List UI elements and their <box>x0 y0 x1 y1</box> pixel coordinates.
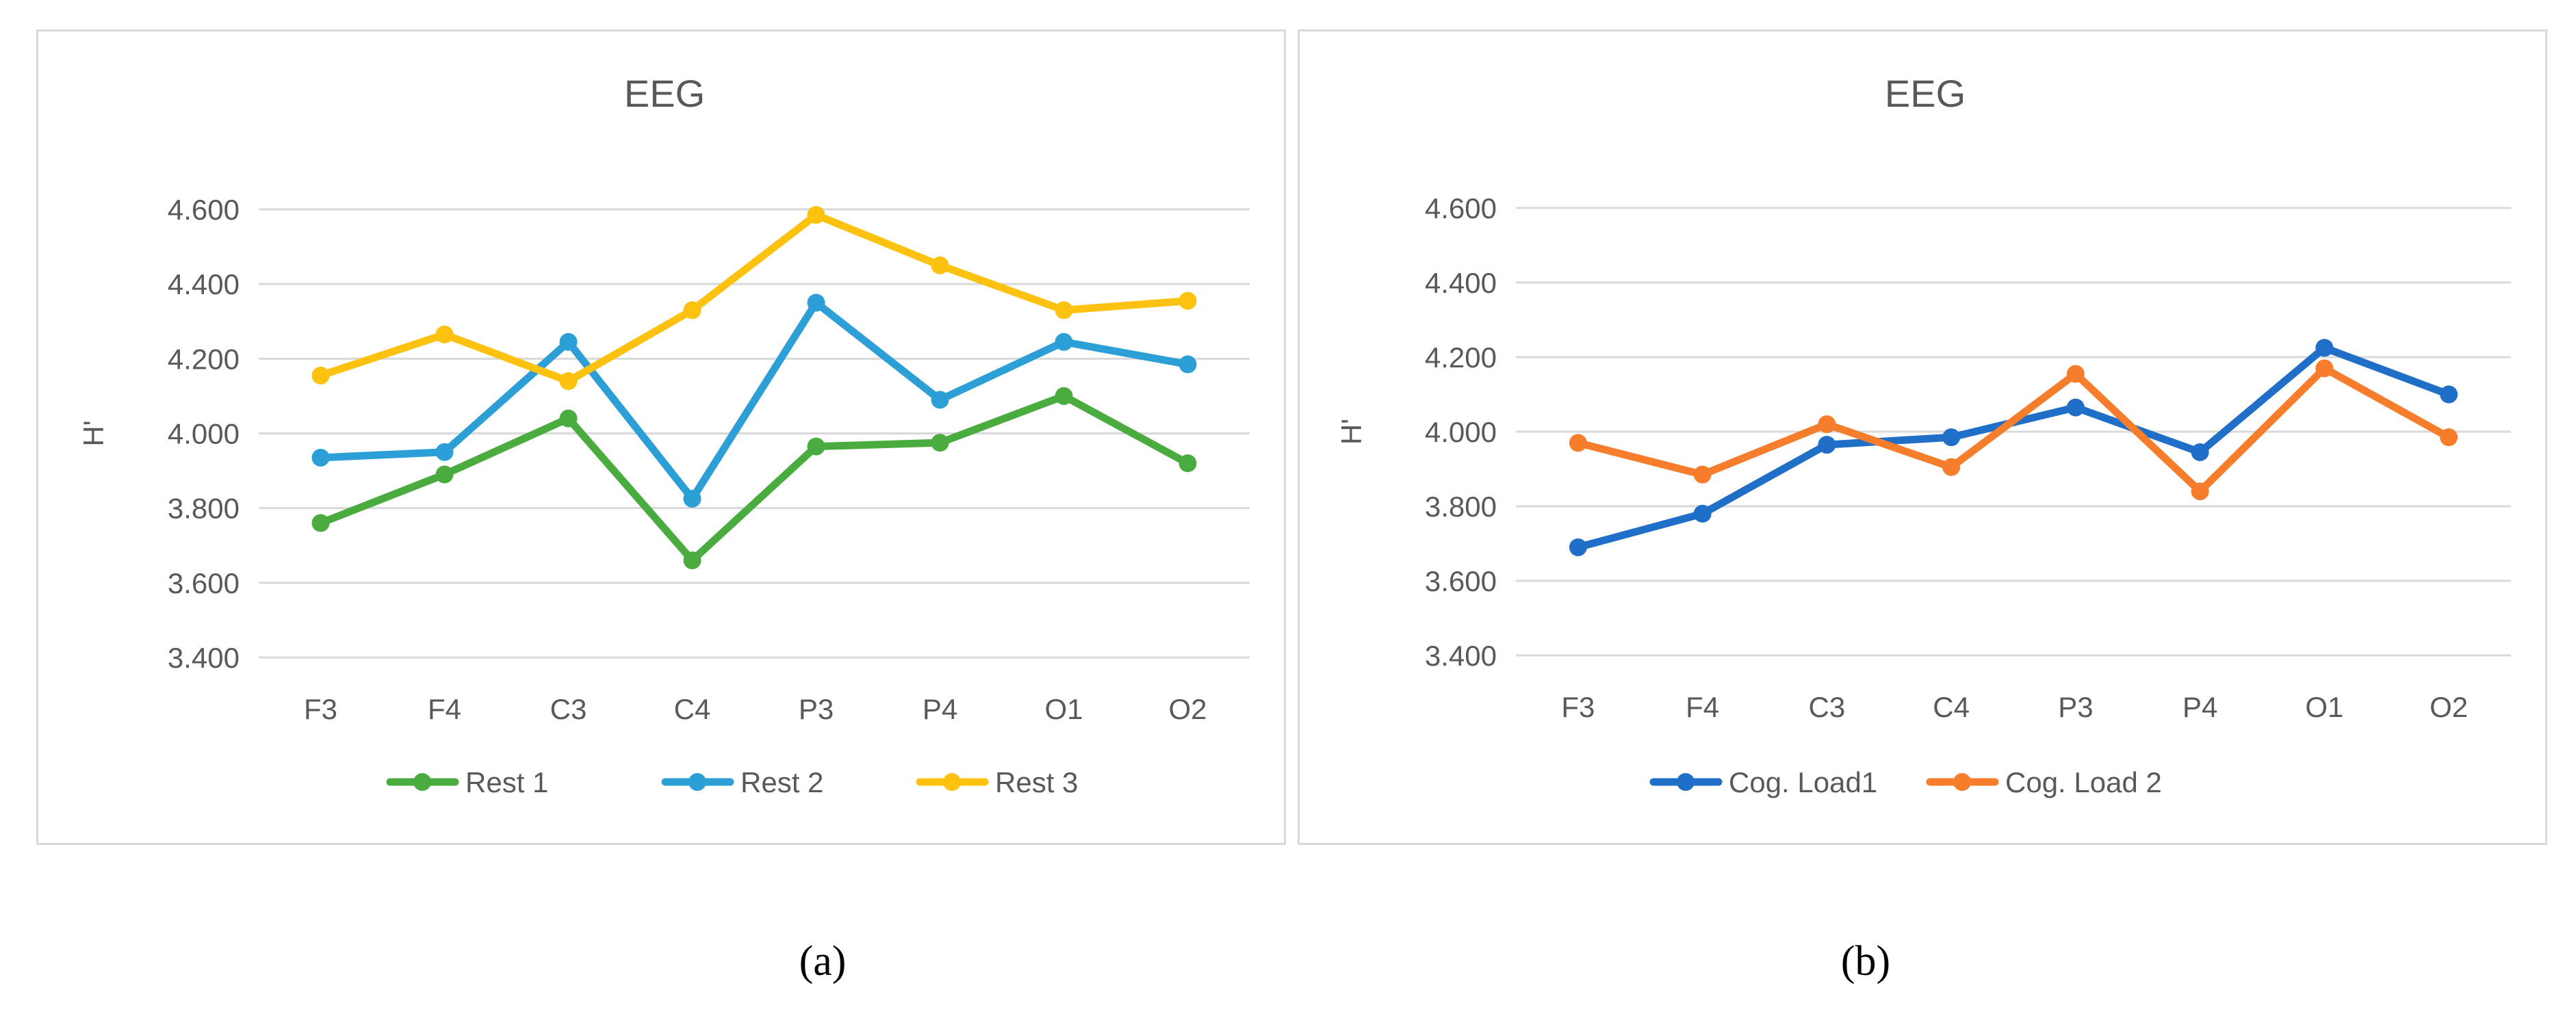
x-tick-label: F3 <box>304 693 337 725</box>
data-point <box>2315 339 2334 357</box>
data-point <box>2191 443 2209 461</box>
data-point <box>931 434 949 452</box>
x-tick-label: O2 <box>1168 693 1207 725</box>
x-tick-label: C4 <box>1933 691 1970 723</box>
data-point <box>2066 365 2085 383</box>
x-tick-label: C4 <box>674 693 711 725</box>
y-tick-label: 4.000 <box>1425 416 1497 448</box>
y-tick-label: 3.600 <box>1425 565 1497 597</box>
legend-marker-1 <box>1677 773 1695 791</box>
chart-panel-b: EEG 3.400 3.600 3.800 4.000 4.200 4.400 4.600 H'… <box>1298 29 2547 845</box>
chart-panel-a: EEG 3.400 3.600 3.800 4.000 4.200 4.400 4.600 H'… <box>36 29 1286 845</box>
y-tick-label: 3.800 <box>168 493 240 525</box>
x-tick-label: P3 <box>799 693 834 725</box>
data-point <box>931 256 949 274</box>
legend-label: Cog. Load1 <box>1729 766 1877 798</box>
y-tick-label: 4.200 <box>1425 341 1497 374</box>
data-point <box>1178 291 1197 310</box>
legend-label: Rest 3 <box>995 766 1078 798</box>
data-point <box>1178 454 1197 473</box>
data-point <box>1693 465 1712 484</box>
data-point <box>1569 434 1587 452</box>
data-point <box>1178 355 1197 374</box>
data-point <box>807 206 825 224</box>
data-point <box>683 301 701 319</box>
data-point <box>435 443 454 461</box>
x-tick-label: F3 <box>1561 691 1595 723</box>
data-point <box>311 366 330 384</box>
data-point <box>435 465 454 484</box>
y-tick-label: 4.600 <box>168 194 240 226</box>
data-point <box>435 325 454 343</box>
y-tick-label: 3.800 <box>1425 491 1497 523</box>
y-tick-label: 3.400 <box>1425 640 1497 672</box>
x-tick-label: O2 <box>2430 691 2468 723</box>
y-tick-label: 4.400 <box>168 268 240 300</box>
x-tick-label: P4 <box>2182 691 2217 723</box>
legend-marker-3 <box>943 773 961 791</box>
x-tick-label: F4 <box>428 693 461 725</box>
data-point <box>2315 359 2334 378</box>
data-point <box>311 514 330 532</box>
y-tick-label: 4.200 <box>168 343 240 375</box>
data-point <box>807 293 825 312</box>
data-point <box>1055 332 1073 351</box>
legend-label: Rest 2 <box>740 766 823 798</box>
x-tick-label: F4 <box>1686 691 1719 723</box>
x-tick-label: C3 <box>1809 691 1846 723</box>
legend-marker-2 <box>688 773 706 791</box>
y-tick-label: 3.600 <box>168 567 240 599</box>
data-point <box>683 490 701 508</box>
data-point <box>1818 436 1836 454</box>
series-line-2 <box>1574 364 2453 495</box>
legend-label: Rest 1 <box>465 766 548 798</box>
data-point <box>311 448 330 467</box>
data-point <box>559 409 578 428</box>
data-point <box>683 551 701 570</box>
legend-marker-2 <box>1953 773 1971 791</box>
chart-title: EEG <box>624 72 705 115</box>
chart-a-svg: EEG 3.400 3.600 3.800 4.000 4.200 4.400 4.600 H'… <box>77 72 1250 798</box>
data-point <box>1055 387 1073 405</box>
legend-label: Cog. Load 2 <box>2005 766 2162 798</box>
y-tick-label: 3.400 <box>168 642 240 674</box>
caption-b: (b) <box>1840 938 1891 984</box>
data-point <box>1942 458 1961 476</box>
y-tick-label: 4.600 <box>1425 192 1497 224</box>
legend-marker-1 <box>413 773 431 791</box>
data-point <box>1942 428 1961 447</box>
data-point <box>559 372 578 391</box>
data-point <box>2066 398 2085 417</box>
caption-a: (a) <box>799 938 847 984</box>
data-point <box>1055 301 1073 319</box>
data-point <box>807 437 825 456</box>
data-point <box>559 332 578 351</box>
x-tick-label: C3 <box>550 693 587 725</box>
data-point <box>1569 538 1587 556</box>
chart-b-svg: EEG 3.400 3.600 3.800 4.000 4.200 4.400 4.600 H'… <box>1335 72 2511 798</box>
chart-title: EEG <box>1885 72 1966 115</box>
x-tick-label: P3 <box>2058 691 2093 723</box>
series-line-2 <box>317 298 1192 503</box>
data-point <box>2440 385 2458 404</box>
x-tick-label: O1 <box>1044 693 1083 725</box>
series-line-1 <box>317 392 1192 564</box>
data-point <box>2191 482 2209 501</box>
data-point <box>931 391 949 409</box>
data-point <box>2440 428 2458 447</box>
y-tick-label: 4.400 <box>1425 267 1497 299</box>
x-tick-label: O1 <box>2305 691 2343 723</box>
series-line-3 <box>317 211 1192 385</box>
y-axis-label: H' <box>77 420 110 446</box>
y-tick-label: 4.000 <box>168 418 240 450</box>
data-point <box>1693 504 1712 523</box>
y-axis-label: H' <box>1335 419 1367 445</box>
x-tick-label: P4 <box>923 693 957 725</box>
data-point <box>1818 415 1836 434</box>
